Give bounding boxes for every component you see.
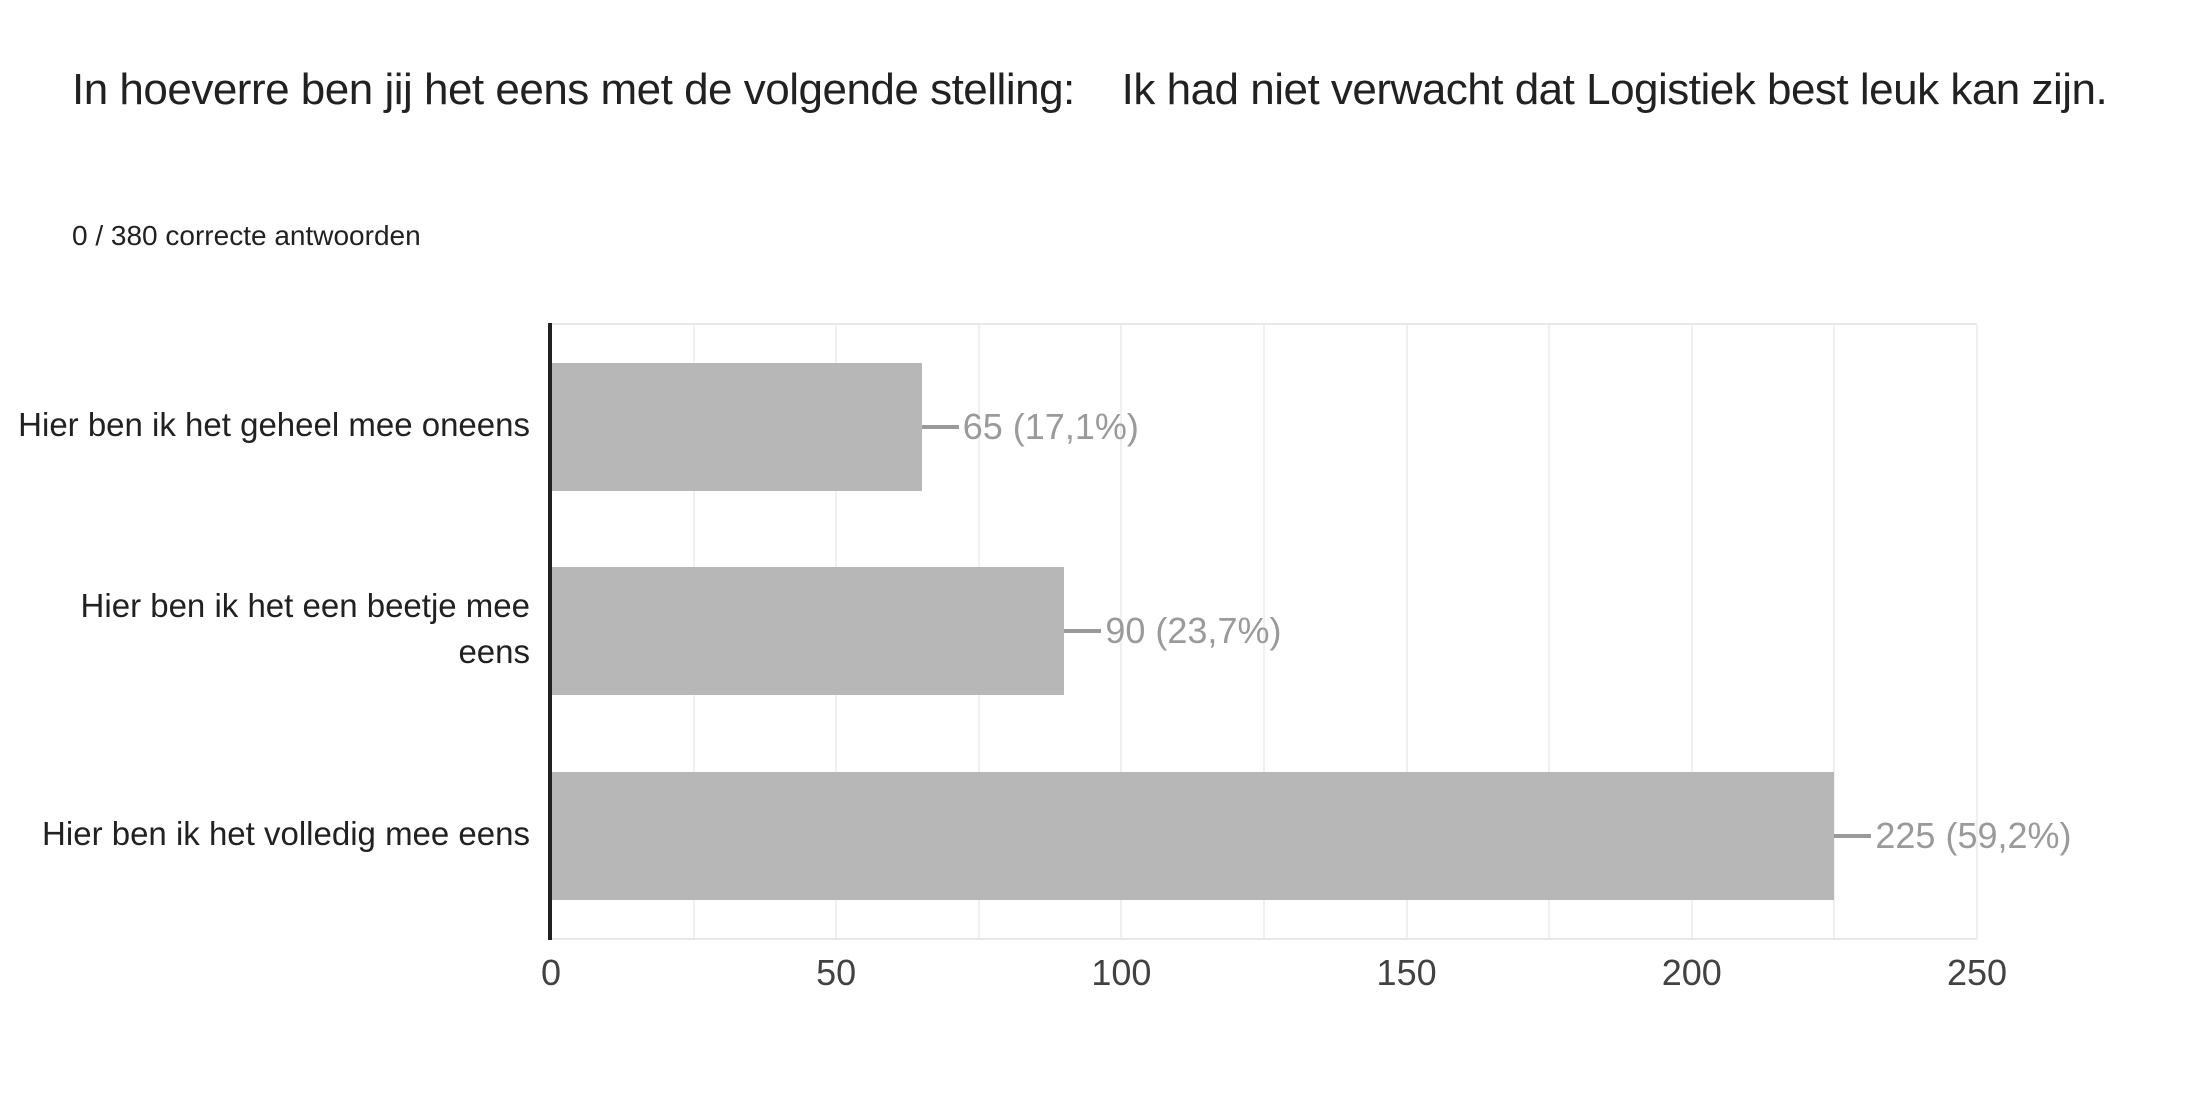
value-label: 225 (59,2%) — [1875, 814, 2072, 856]
x-tick-label: 0 — [540, 952, 562, 993]
correct-answers-count: 0 / 380 correcte antwoorden — [72, 220, 421, 251]
bar-chart-plot-area: 90 (23,7%) 225 (59,2%) 65 (17,1%) — [551, 323, 2072, 940]
x-axis-tick-labels: 0 50 100 150 200 250 — [541, 952, 2007, 1002]
gridline — [1690, 325, 1693, 938]
gridline — [1548, 325, 1551, 938]
x-tick-label: 100 — [1091, 952, 1152, 993]
gridline — [1976, 325, 1978, 938]
callout-line — [921, 425, 959, 430]
x-tick-label: 250 — [1946, 952, 2008, 993]
category-label: Hier ben ik het geheel mee oneens — [18, 406, 530, 444]
y-axis-category-labels: Hier ben ik het geheel mee oneens Hier b… — [0, 323, 541, 936]
bar-row: 90 (23,7%) — [551, 529, 1977, 733]
value-callout: 90 (23,7%) — [1064, 610, 1281, 652]
bar — [551, 567, 1065, 696]
bar — [551, 771, 1835, 900]
x-tick-label: 200 — [1661, 952, 1722, 993]
y-axis-baseline — [548, 323, 552, 940]
value-callout: 65 (17,1%) — [921, 406, 1139, 448]
callout-line — [1834, 833, 1872, 838]
bar-row: 225 (59,2%) — [551, 734, 2072, 938]
category-label: Hier ben ik het een beetje mee eens — [80, 587, 530, 671]
bar — [551, 363, 922, 492]
category-label: Hier ben ik het volledig mee eens — [42, 814, 530, 852]
question-title: In hoeverre ben jij het eens met de volg… — [72, 65, 2108, 114]
x-tick-label: 150 — [1376, 952, 1437, 993]
gridline — [1833, 325, 1836, 938]
value-label: 65 (17,1%) — [962, 406, 1139, 448]
callout-line — [1064, 629, 1102, 634]
bar-row: 65 (17,1%) — [551, 325, 1977, 529]
gridline — [1120, 325, 1123, 938]
gridline — [1405, 325, 1408, 938]
x-tick-label: 50 — [816, 952, 857, 993]
value-callout: 225 (59,2%) — [1834, 814, 2072, 857]
gridline — [1263, 325, 1265, 938]
value-label: 90 (23,7%) — [1105, 610, 1282, 652]
